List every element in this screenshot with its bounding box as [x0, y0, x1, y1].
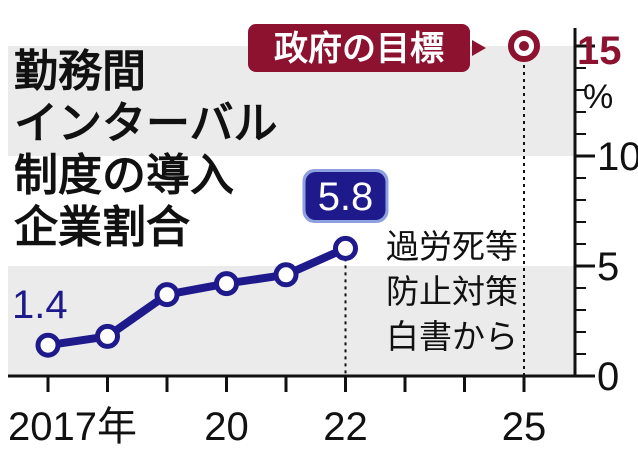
data-point-2017: [35, 332, 61, 358]
data-point-2022: [333, 235, 358, 261]
target-label-box: [248, 24, 470, 72]
data-point-2021: [273, 262, 299, 288]
target-annotation: 政府の目標 15: [248, 24, 622, 73]
x-tick-label-22: 22: [323, 405, 368, 449]
y-tick-label-0: 0: [597, 355, 619, 399]
source-line-2: 白書から: [386, 317, 518, 356]
y-tick-label-10: 10: [597, 135, 638, 179]
target-label: 政府の目標: [274, 29, 444, 69]
x-tick-label-20: 20: [204, 405, 249, 449]
source-line-0: 過労死等: [386, 227, 518, 266]
source-line-1: 防止対策: [386, 272, 518, 311]
data-point-2020: [214, 271, 239, 297]
x-tick-label-25: 25: [502, 405, 547, 449]
data-point-2019: [154, 282, 180, 308]
data-labels: 1.4 5.8: [12, 169, 389, 327]
target-arrow: [472, 40, 486, 56]
title-line-2: 制度の導入: [14, 150, 234, 201]
data-point-2018: [95, 323, 120, 349]
title-line-3: 企業割合: [14, 202, 190, 253]
data-label-2017: 1.4: [12, 283, 68, 327]
y-unit-label: %: [583, 78, 613, 116]
series-line: [35, 235, 358, 358]
target-value: 15: [577, 29, 622, 73]
y-tick-label-5: 5: [597, 245, 619, 289]
title-line-1: インターバル: [14, 98, 278, 149]
guide-lines: [344, 58, 525, 376]
data-label-2022-box: [305, 172, 386, 220]
axes: 2017年 20 22 25 0 5 10%: [8, 28, 638, 449]
target-point-center: [519, 41, 529, 51]
data-label-2022: 5.8: [318, 175, 374, 219]
title-line-0: 勤務間: [14, 46, 146, 97]
x-tick-label-2017: 2017年: [8, 405, 137, 449]
